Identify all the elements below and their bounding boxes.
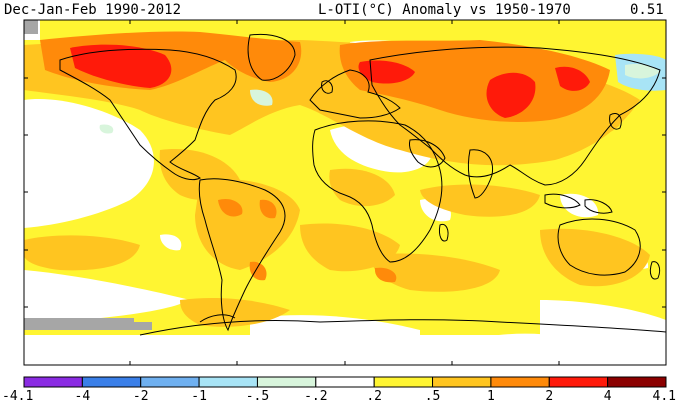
legend-swatch [140, 376, 200, 388]
legend-tick-label: 1 [487, 389, 495, 403]
legend-tick-label: -.5 [246, 389, 269, 403]
legend-tick-label: .2 [366, 389, 382, 403]
legend-swatch [23, 376, 83, 388]
legend-tick-label: 2 [545, 389, 553, 403]
legend-swatch [373, 376, 434, 388]
map-title-period: Dec-Jan-Feb 1990-2012 [4, 2, 182, 18]
legend-tick-label: -.2 [304, 389, 327, 403]
global-mean-value: 0.51 [630, 2, 664, 18]
legend-swatch [315, 376, 375, 388]
legend-swatch [490, 376, 550, 388]
no-data-regions [24, 20, 152, 330]
legend-swatch [548, 376, 609, 388]
legend-tick-label: -1 [191, 389, 207, 403]
legend-swatch [198, 376, 258, 388]
legend-tick-label: .5 [425, 389, 441, 403]
legend-tick-label: -2 [133, 389, 149, 403]
legend-swatch [81, 376, 142, 388]
legend-tick-label: -4.1 [2, 389, 33, 403]
legend-swatch [432, 376, 492, 388]
legend-tick-label: 4 [604, 389, 612, 403]
coastlines [59, 33, 666, 336]
map-title-dataset: L-OTI(°C) Anomaly vs 1950-1970 [318, 2, 571, 18]
legend-swatch [607, 376, 667, 388]
anomaly-extreme-regions [70, 44, 590, 118]
anomaly-cool-regions [99, 53, 666, 134]
legend-tick-label: -4 [75, 389, 91, 403]
legend-tick-label: 4.1 [653, 389, 676, 403]
legend-swatch [256, 376, 317, 388]
map-frame-ticks [24, 20, 666, 365]
